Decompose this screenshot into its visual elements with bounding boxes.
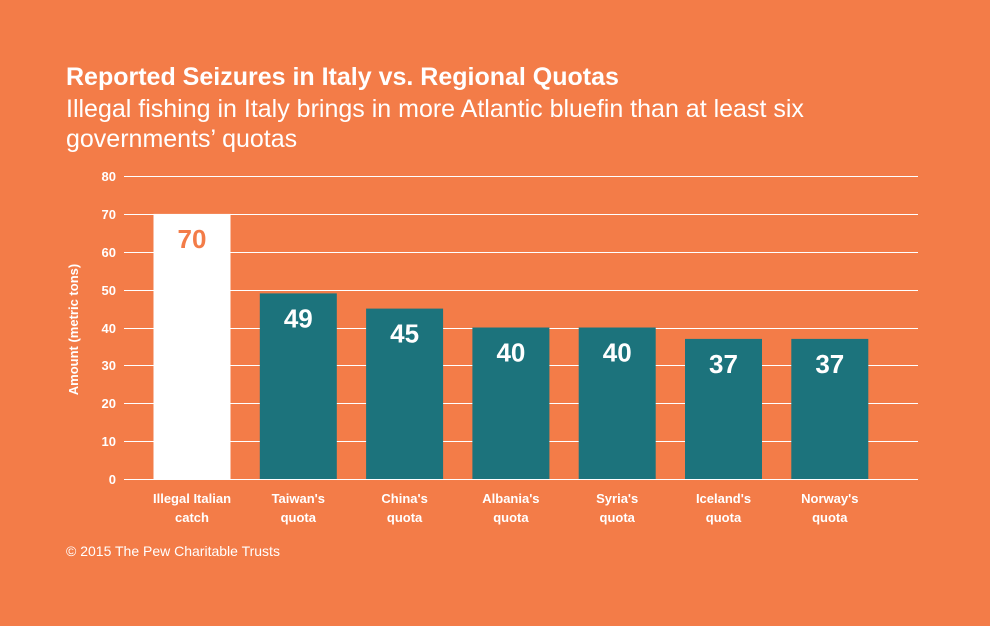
category-label-line: quota <box>387 510 423 525</box>
category-label-4: Syria's quota <box>596 491 638 525</box>
bar-1 <box>259 293 337 479</box>
category-label-2: China's quota <box>381 491 427 525</box>
category-label-5: Iceland's quota <box>696 491 751 525</box>
category-label-0: Illegal Italian catch <box>153 491 231 525</box>
data-label-6: 37 <box>815 349 844 379</box>
chart-title: Reported Seizures in Italy vs. Regional … <box>66 63 619 91</box>
bars <box>153 213 869 479</box>
category-label-line: Norway's <box>801 491 858 506</box>
data-label-4: 40 <box>603 338 632 368</box>
y-tick-label-80: 80 <box>102 169 116 184</box>
bar-5 <box>685 338 762 479</box>
y-tick-label-20: 20 <box>102 396 116 411</box>
category-label-line: Taiwan's <box>272 491 325 506</box>
chart-subtitle: Illegal fishing in Italy brings in more … <box>66 95 804 153</box>
category-label-line: Illegal Italian <box>153 491 231 506</box>
y-axis-label: Amount (metric tons) <box>66 264 81 395</box>
y-tick-label-30: 30 <box>102 358 116 373</box>
category-label-line: quota <box>281 510 317 525</box>
category-label-3: Albania's quota <box>482 491 539 525</box>
category-label-line: China's <box>381 491 427 506</box>
data-label-1: 49 <box>284 303 313 333</box>
category-label-line: quota <box>600 510 636 525</box>
y-axis-ticks: 0 10 20 30 40 50 60 70 80 <box>102 169 116 487</box>
copyright-credit: © 2015 The Pew Charitable Trusts <box>66 543 280 559</box>
category-label-line: Albania's <box>482 491 539 506</box>
y-tick-label-10: 10 <box>102 434 116 449</box>
y-tick-label-40: 40 <box>102 321 116 336</box>
y-tick-label-50: 50 <box>102 283 116 298</box>
y-tick-label-70: 70 <box>102 207 116 222</box>
data-label-2: 45 <box>390 319 419 349</box>
y-tick-label-60: 60 <box>102 245 116 260</box>
y-tick-label-0: 0 <box>109 472 116 487</box>
data-label-3: 40 <box>496 338 525 368</box>
data-label-5: 37 <box>709 349 738 379</box>
category-label-line: quota <box>493 510 529 525</box>
bar-2 <box>366 308 444 479</box>
category-label-line: quota <box>812 510 848 525</box>
category-label-1: Taiwan's quota <box>272 491 325 525</box>
data-label-0: 70 <box>178 224 207 254</box>
category-label-line: Iceland's <box>696 491 751 506</box>
category-label-line: catch <box>175 510 209 525</box>
bar-4 <box>578 327 656 479</box>
bar-6 <box>791 338 869 479</box>
bar-3 <box>472 327 550 479</box>
bar-0 <box>153 213 231 479</box>
category-label-line: Syria's <box>596 491 638 506</box>
category-label-6: Norway's quota <box>801 491 858 525</box>
data-labels: 70 49 45 40 40 37 37 <box>178 224 845 379</box>
category-label-line: quota <box>706 510 742 525</box>
